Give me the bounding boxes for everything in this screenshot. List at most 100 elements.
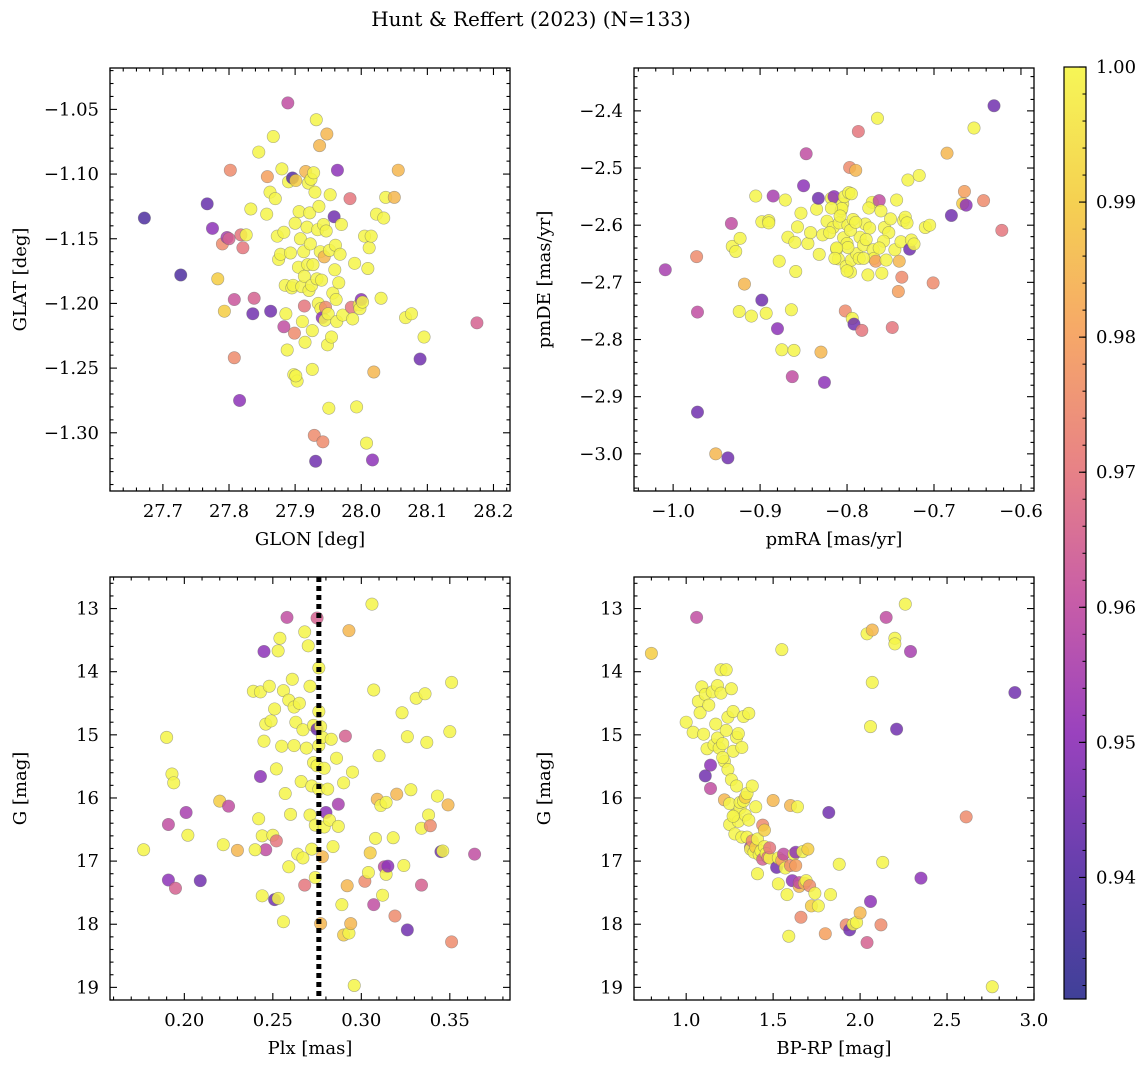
- y-axis-label: G [mag]: [10, 752, 31, 825]
- x-tick-label: −0.6: [999, 501, 1043, 522]
- data-point: [719, 663, 733, 677]
- data-point: [874, 918, 888, 932]
- data-point: [364, 229, 378, 243]
- data-point: [885, 321, 899, 335]
- data-point: [872, 241, 886, 255]
- data-point: [365, 453, 379, 467]
- data-point: [724, 216, 738, 230]
- data-point: [160, 730, 174, 744]
- data-point: [794, 206, 808, 220]
- data-point: [719, 723, 733, 737]
- data-point: [217, 304, 231, 318]
- y-tick-label: −2.8: [579, 330, 623, 351]
- data-point: [907, 237, 921, 251]
- data-point: [367, 683, 381, 697]
- data-point: [343, 192, 357, 206]
- data-point: [260, 170, 274, 184]
- data-point: [260, 207, 274, 221]
- data-point: [223, 163, 237, 177]
- data-point: [790, 220, 804, 234]
- data-point: [309, 113, 323, 127]
- data-point: [890, 722, 904, 736]
- data-point: [690, 610, 704, 624]
- data-point: [785, 370, 799, 384]
- data-point: [716, 737, 730, 751]
- tick-marks: [634, 68, 1034, 491]
- data-point: [731, 727, 745, 741]
- data-point: [400, 923, 414, 937]
- data-point: [289, 369, 303, 383]
- data-point: [860, 936, 874, 950]
- data-point: [324, 732, 338, 746]
- data-point: [987, 99, 1001, 113]
- y-tick-label: −2.9: [579, 387, 623, 408]
- data-point: [252, 812, 266, 826]
- data-point: [350, 400, 364, 414]
- y-tick-label: −2.4: [579, 101, 623, 122]
- data-point: [337, 776, 351, 790]
- x-tick-label: 1.0: [672, 1010, 701, 1031]
- data-point: [335, 898, 349, 912]
- data-point: [233, 393, 247, 407]
- data-point: [855, 323, 869, 337]
- data-point: [137, 211, 151, 225]
- data-point: [862, 201, 876, 215]
- data-point: [766, 189, 780, 203]
- data-point: [181, 828, 195, 842]
- data-point: [365, 597, 379, 611]
- data-point: [303, 206, 317, 220]
- data-point: [755, 293, 769, 307]
- data-point: [772, 254, 786, 268]
- data-point: [271, 891, 285, 905]
- data-point: [288, 216, 302, 230]
- x-tick-label: −1.0: [651, 501, 695, 522]
- y-tick-label: 13: [76, 599, 99, 620]
- data-point: [239, 228, 253, 242]
- data-point: [985, 980, 999, 994]
- data-point: [340, 879, 354, 893]
- data-point: [797, 179, 811, 193]
- data-point: [285, 672, 299, 686]
- x-tick-label: 27.9: [275, 501, 315, 522]
- data-point: [790, 800, 804, 814]
- data-point: [445, 935, 459, 949]
- data-point: [296, 851, 310, 865]
- data-point: [895, 270, 909, 284]
- data-point: [870, 111, 884, 125]
- data-point: [923, 218, 937, 232]
- data-point: [276, 915, 290, 929]
- y-tick-label: −1.30: [44, 423, 99, 444]
- data-point: [763, 841, 777, 855]
- data-points: [137, 96, 484, 468]
- x-tick-label: 0.20: [164, 1010, 204, 1031]
- colorbar-tick-label: 0.99: [1096, 192, 1136, 213]
- y-tick-label: −1.05: [44, 99, 99, 120]
- data-point: [704, 758, 718, 772]
- data-point: [333, 247, 347, 261]
- x-tick-label: −0.7: [912, 501, 956, 522]
- y-tick-label: 13: [600, 599, 623, 620]
- data-point: [959, 198, 973, 212]
- data-point: [849, 215, 863, 229]
- colorbar: 0.94 0.95 0.96 0.97 0.98 0.99 1.00: [1063, 57, 1136, 1000]
- data-point: [912, 168, 926, 182]
- data-point: [788, 235, 802, 249]
- data-point: [308, 185, 322, 199]
- data-point: [316, 435, 330, 449]
- data-point: [264, 714, 278, 728]
- data-point: [823, 226, 837, 240]
- data-point: [252, 145, 266, 159]
- data-point: [721, 451, 735, 465]
- data-point: [284, 807, 298, 821]
- colorbar-tick-label: 0.97: [1096, 462, 1136, 483]
- axes-frame: [109, 576, 511, 1001]
- data-point: [892, 254, 906, 268]
- data-point: [277, 225, 291, 239]
- data-point: [898, 597, 912, 611]
- data-point: [262, 679, 276, 693]
- data-point: [644, 646, 658, 660]
- data-point: [167, 776, 181, 790]
- x-tick-label: −0.8: [825, 501, 869, 522]
- data-point: [726, 809, 740, 823]
- data-point: [1008, 686, 1022, 700]
